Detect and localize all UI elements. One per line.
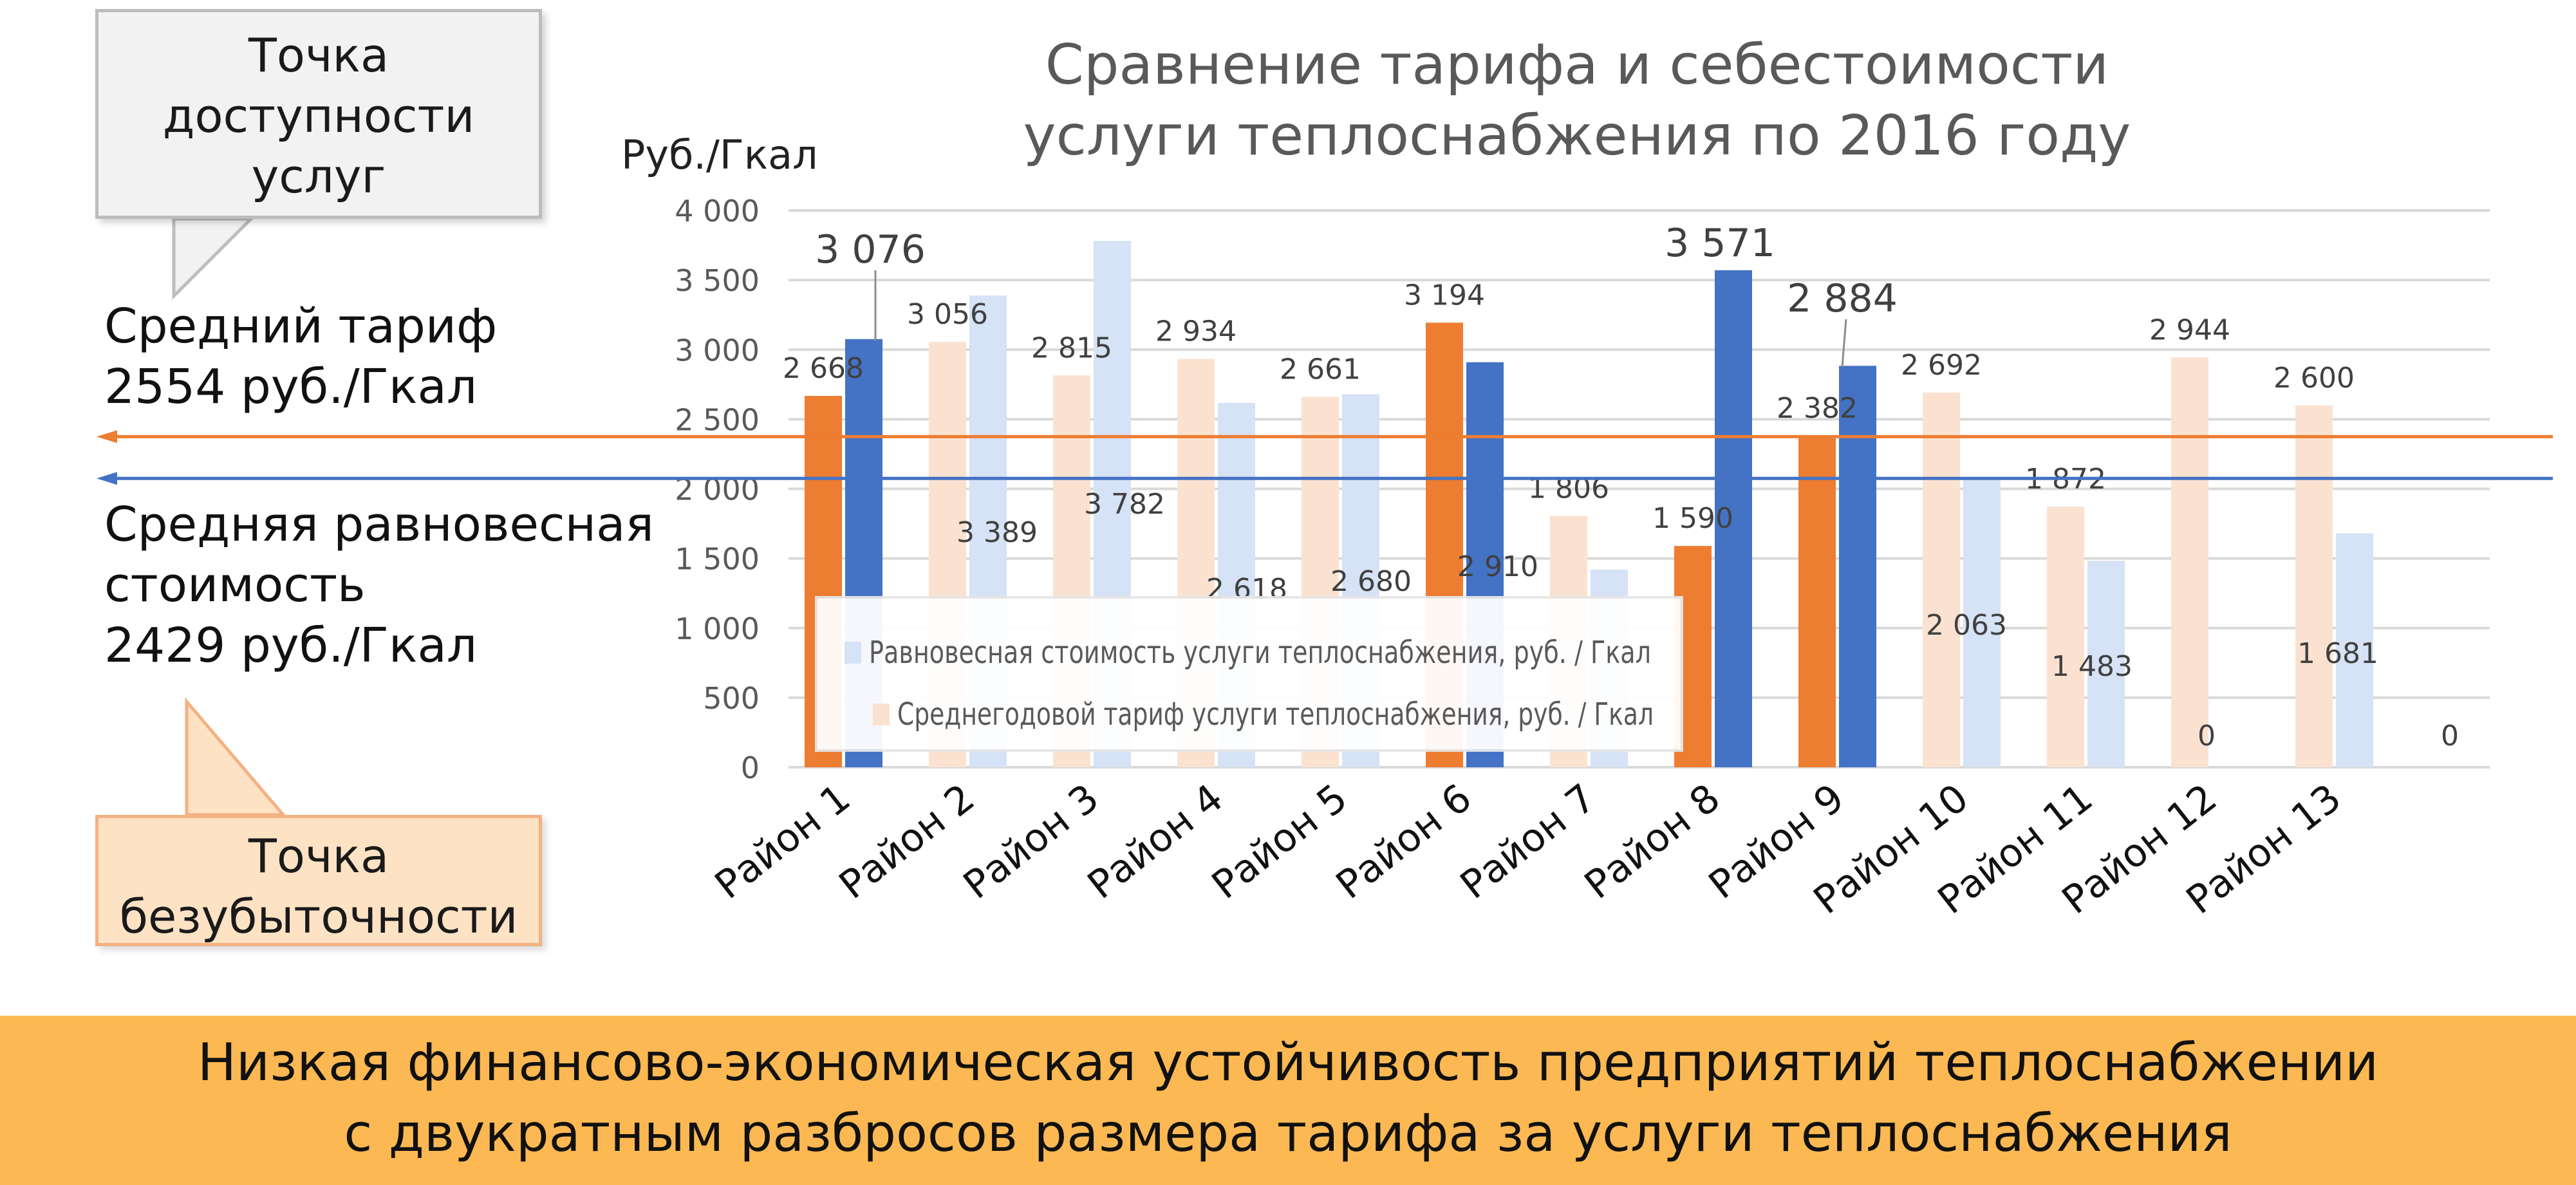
x-tick-label: Район 4 [1079, 776, 1231, 908]
callout-line: Точка [248, 829, 389, 883]
text-line: Средний тариф [104, 299, 498, 354]
cost-bar [1715, 270, 1752, 767]
cost-bar [1963, 480, 2001, 767]
legend-box [815, 596, 1683, 752]
callout-line: доступности [162, 89, 475, 143]
cost-data-label: 3 571 [1665, 221, 1775, 266]
cost-bar [2087, 561, 2125, 767]
chart-title-line-1: Сравнение тарифа и себестоимости [1045, 33, 2109, 97]
y-tick-label: 2 500 [675, 402, 760, 437]
legend-swatch-tariff [873, 704, 890, 725]
cost-data-label: 3 076 [815, 227, 926, 272]
reference-lines [97, 430, 2553, 485]
avg_cost-arrow [97, 472, 117, 485]
legend-label-cost: Равновесная стоимость услуги теплоснабже… [869, 635, 1651, 671]
average-cost-text: Средняя равновесная стоимость 2429 руб./… [104, 494, 654, 676]
tariff-data-label: 2 692 [1901, 349, 1982, 382]
tariff-data-label: 2 668 [783, 352, 864, 385]
bottom-bubble-tail [185, 697, 287, 817]
x-tick-label: Район 7 [1452, 776, 1604, 908]
y-tick-label: 3 500 [675, 263, 760, 298]
cost-data-label: 3 389 [957, 516, 1038, 549]
x-tick-label: Район 6 [1328, 776, 1480, 908]
cost-data-label: 2 910 [1457, 550, 1538, 583]
y-tick-label: 1 000 [675, 611, 760, 646]
chart-title-line-2: услуги теплоснабжения по 2016 году [1023, 104, 2131, 168]
x-tick-label: Район 1 [707, 776, 859, 908]
cost-data-label: 2 063 [1926, 609, 2007, 642]
tariff-data-label: 2 934 [1155, 315, 1237, 348]
footer-line: с двукратным разбросов размера тарифа за… [344, 1103, 2232, 1163]
affordability-point-callout: Точка доступности услуг [95, 9, 542, 219]
tariff-data-label: 2 600 [2273, 362, 2355, 395]
y-tick-label: 0 [741, 751, 760, 785]
y-tick-label: 3 000 [675, 333, 760, 368]
text-line: 2554 руб./Гкал [104, 359, 478, 415]
avg_tariff-arrow [97, 430, 117, 443]
tariff-data-label: 2 944 [2149, 313, 2230, 346]
x-tick-label: Район 2 [831, 776, 983, 908]
x-tick-label: Район 5 [1204, 776, 1356, 908]
text-line: 2429 руб./Гкал [104, 618, 478, 673]
text-line: Средняя равновесная [104, 497, 654, 552]
cost-data-label: 3 782 [1084, 488, 1165, 521]
legend-swatch-cost [845, 642, 861, 664]
y-tick-label: 4 000 [675, 194, 760, 229]
tariff-data-label: 2 815 [1031, 331, 1112, 364]
tariff-data-label: 3 056 [907, 298, 988, 331]
y-axis-label: Руб./Гкал [621, 131, 818, 178]
tariff-data-label: 2 382 [1777, 392, 1858, 425]
y-tick-label: 1 500 [675, 542, 760, 577]
leader-line [1841, 319, 1847, 368]
x-tick-label: Район 8 [1576, 776, 1728, 908]
cost-bar [1839, 366, 1876, 767]
breakeven-point-callout: Точка безубыточности [95, 815, 542, 946]
legend: Равновесная стоимость услуги теплоснабже… [815, 596, 1683, 752]
cost-data-label: 1 681 [2297, 637, 2378, 670]
footer-banner: Низкая финансово-экономическая устойчиво… [0, 1016, 2576, 1185]
tariff-data-label: 1 590 [1652, 502, 1733, 535]
cost-data-label: 2 680 [1330, 565, 1412, 598]
callout-line: безубыточности [119, 890, 518, 944]
callout-line: услуг [251, 149, 386, 203]
y-tick-label: 500 [703, 681, 760, 716]
legend-label-tariff: Среднегодовой тариф услуги теплоснабжени… [897, 696, 1654, 732]
footer-line: Низкая финансово-экономическая устойчиво… [197, 1032, 2379, 1092]
text-line: стоимость [104, 557, 366, 613]
callout-line: Точка [248, 28, 389, 82]
tariff-bar [2047, 507, 2084, 767]
average-tariff-text: Средний тариф 2554 руб./Гкал [104, 296, 497, 417]
extra-data-label: 0 [2441, 720, 2459, 752]
tariff-bar [2171, 357, 2208, 767]
tariff-bar [2295, 405, 2333, 767]
cost-bar [2336, 533, 2373, 767]
x-tick-label: Район 3 [955, 776, 1107, 908]
tariff-bar [1798, 435, 1836, 767]
cost-data-label: 2 884 [1787, 276, 1898, 321]
cost-data-label: 1 483 [2051, 650, 2133, 683]
tariff-data-label: 2 661 [1280, 353, 1361, 386]
tariff-bar [1923, 392, 1960, 767]
cost-data-label: 0 [2198, 720, 2216, 752]
tariff-data-label: 3 194 [1404, 279, 1485, 312]
top-bubble-tail [172, 217, 256, 301]
